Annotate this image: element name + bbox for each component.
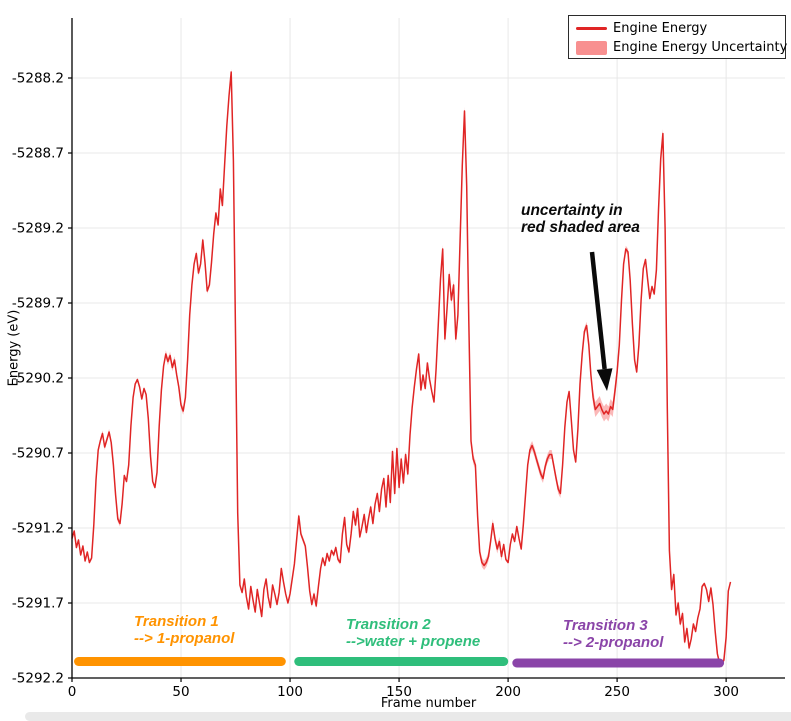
y-tick-label: -5288.7 — [12, 146, 64, 162]
transition-1-product: --> 1-propanol — [134, 630, 235, 647]
legend-line-swatch — [576, 27, 607, 30]
transition-2-label: Transition 2 -->water + propene — [346, 616, 480, 650]
y-tick-label: -5288.2 — [12, 71, 64, 87]
legend: Engine Energy Engine Energy Uncertainty — [568, 15, 787, 59]
legend-entry-line: Engine Energy — [576, 19, 779, 38]
x-tick-label: 300 — [713, 684, 739, 700]
y-tick-label: -5289.2 — [12, 221, 64, 237]
x-axis-label: Frame number — [380, 696, 477, 711]
legend-entry-patch: Engine Energy Uncertainty — [576, 38, 787, 57]
x-tick-label: 250 — [604, 684, 630, 700]
transition-2-product: -->water + propene — [346, 633, 481, 650]
transition-3-title: Transition 3 — [563, 617, 648, 634]
horizontal-scrollbar[interactable] — [25, 712, 791, 721]
y-tick-label: -5292.2 — [12, 671, 64, 687]
y-tick-label: -5291.7 — [12, 596, 64, 612]
y-tick-label: -5290.7 — [12, 446, 64, 462]
x-tick-label: 50 — [172, 684, 189, 700]
axis-spines — [71, 18, 785, 679]
annotation-uncertainty-text: uncertainty in red shaded area — [521, 202, 640, 236]
x-tick-label: 150 — [386, 684, 412, 700]
transition-3-product: --> 2-propanol — [563, 634, 664, 651]
transition-bars — [74, 657, 725, 668]
x-tick-label: 100 — [277, 684, 303, 700]
transition-2-title: Transition 2 — [346, 616, 431, 633]
annotation-arrow-head — [596, 368, 613, 391]
transition-3-label: Transition 3 --> 2-propanol — [563, 617, 663, 651]
y-axis-label: Energy (eV) — [6, 309, 22, 387]
transition-1-title: Transition 1 — [134, 613, 219, 630]
y-tick-label: -5289.7 — [12, 296, 64, 312]
annotation-line-2: red shaded area — [521, 219, 640, 236]
y-tick-label: -5290.2 — [12, 371, 64, 387]
x-tick-label: 200 — [495, 684, 521, 700]
legend-patch-swatch — [576, 40, 607, 55]
legend-label-engine-energy: Engine Energy — [613, 21, 708, 36]
energy-line — [71, 71, 732, 666]
tick-labels: 0 50 100 150 200 250 300 -5288.2 -5288.7 -5289.2 -… — [12, 71, 739, 701]
legend-label-uncertainty: Engine Energy Uncertainty — [613, 40, 788, 55]
annotation-arrow-shaft — [589, 251, 607, 370]
axis-ticks — [68, 77, 727, 682]
annotation-line-1: uncertainty in — [521, 202, 623, 219]
y-tick-label: -5291.2 — [12, 521, 64, 537]
x-tick-label: 0 — [68, 684, 77, 700]
transition-1-label: Transition 1 --> 1-propanol — [134, 613, 234, 647]
